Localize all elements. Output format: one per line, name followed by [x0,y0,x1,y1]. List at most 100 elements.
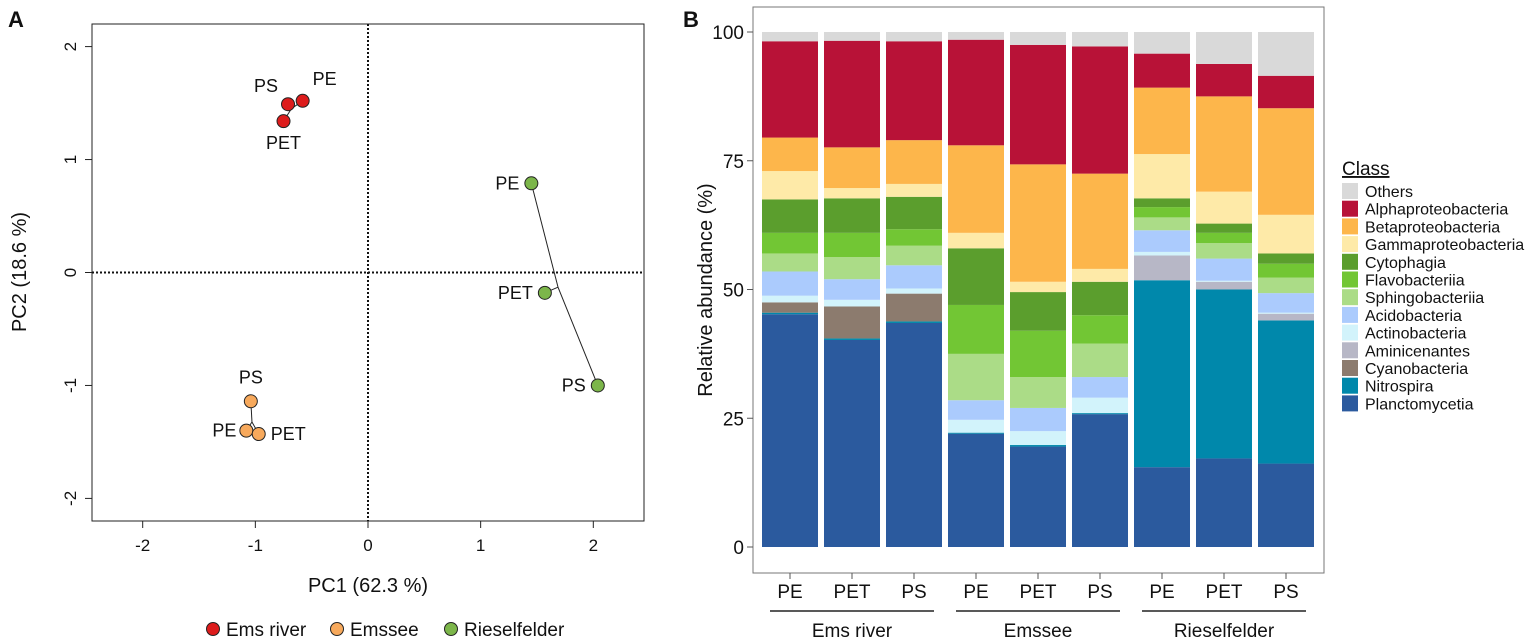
bar-segment [1196,243,1252,259]
bar-segment [1196,289,1252,459]
bar-segment [762,199,818,233]
bar-segment [1196,223,1252,233]
legend-label: Actinobacteria [1365,326,1466,343]
bar-segment [948,32,1004,40]
panel-label-b: B [683,7,699,32]
pca-axis-ticks: -2 -1 0 1 2 -2 -1 0 1 2 [61,42,598,555]
x-tick-label: PS [1087,582,1112,603]
legend-label: Planctomycetia [1365,396,1474,413]
bar-segment [1010,44,1066,165]
data-point [590,378,605,393]
legend-label: Aminicenantes [1365,343,1470,360]
x-tick-label: 0 [363,536,372,555]
legend-label: Nitrospira [1365,379,1434,396]
bar-stack [948,32,1004,547]
bar-segment [762,253,818,272]
bar-segment [1010,407,1066,432]
x-tick-label: PET [1206,582,1243,603]
legend-title: Class [1342,159,1390,180]
bar-segment [824,147,880,189]
bar-segment [886,196,942,230]
pca-points: PS PE PET PS PE PET PE PET PS [212,69,605,444]
legend-label: Cytophagia [1365,255,1446,272]
legend-swatch [1342,218,1358,235]
legend-swatch [1342,395,1358,412]
bar-segment [824,198,880,233]
bar-panel: B 0 25 50 75 100 PE PET PS PE PET PS PE PET PS Ems ri… [683,6,1524,642]
bar-stack [824,32,880,547]
legend-label: Emssee [350,620,419,641]
data-point [243,394,258,409]
data-point [251,427,266,442]
point-label: PET [498,283,533,303]
bar-segment [1072,281,1128,316]
group-label: Rieselfelder [1174,621,1275,642]
legend-label: Sphingobacteriia [1365,290,1484,307]
bar-segment [1010,431,1066,446]
bar-segment [886,293,942,322]
bar-segment [824,299,880,307]
pca-panel: A -2 -1 0 1 2 -2 -1 0 1 2 PS PE PET PS PE PET PE PET PS P… [8,7,645,641]
bar-segment [762,171,818,200]
bar-segment [1072,268,1128,282]
bar-segment [824,338,880,340]
pca-reference-lines [92,24,644,521]
bar-legend: OthersAlphaproteobacteriaBetaproteobacte… [1342,183,1524,413]
bar-segment [948,433,1004,547]
bar-stack [1072,32,1128,547]
centroid-connector [530,183,559,288]
bar-segment [1072,315,1128,344]
bar-segment [1196,280,1252,282]
bar-segment [1258,312,1314,314]
bar-segment [1258,253,1314,264]
bar-segment [1134,467,1190,547]
y-tick-label: -1 [61,378,80,393]
y-tick-label: 25 [723,409,744,430]
panel-label-a: A [8,7,24,32]
stacked-bars [762,32,1314,547]
bar-segment [886,140,942,184]
bar-segment [1010,32,1066,45]
bar-segment [948,232,1004,249]
legend-label: Ems river [226,620,307,641]
bar-segment [1196,191,1252,224]
bar-segment [1072,46,1128,174]
bar-segment [1072,397,1128,414]
bar-segment [948,145,1004,233]
bar-segment [1010,292,1066,331]
bar-segment [886,321,942,323]
data-point [537,285,552,300]
legend-label: Rieselfelder [464,620,565,641]
bar-segment [1010,445,1066,447]
bar-segment [1258,313,1314,321]
bar-segment [824,306,880,339]
bar-segment [1196,458,1252,547]
bar-segment [1258,277,1314,294]
y-tick-label: 0 [733,538,744,559]
data-point [295,93,310,108]
bar-segment [886,265,942,289]
bar-segment [762,295,818,303]
point-label: PET [271,424,306,444]
bar-segment [1072,377,1128,398]
group-label: Ems river [812,621,893,642]
x-tick-label: 1 [476,536,485,555]
legend-swatch [1342,253,1358,270]
point-label: PE [495,173,519,193]
bar-segment [1258,75,1314,109]
y-tick-label: 75 [723,152,744,173]
bar-stack [1134,32,1190,547]
y-tick-label: 100 [712,23,744,44]
bar-segment [948,419,1004,433]
legend-label: Cyanobacteria [1365,361,1468,378]
x-tick-label: PET [1020,582,1057,603]
bar-segment [886,32,942,42]
bar-segment [1134,154,1190,199]
bar-segment [1258,108,1314,215]
bar-segment [1196,232,1252,244]
bar-segment [1072,32,1128,47]
bar-segment [762,32,818,42]
bar-segment [1258,320,1314,464]
bar-segment [1134,87,1190,155]
legend-marker [330,622,344,636]
